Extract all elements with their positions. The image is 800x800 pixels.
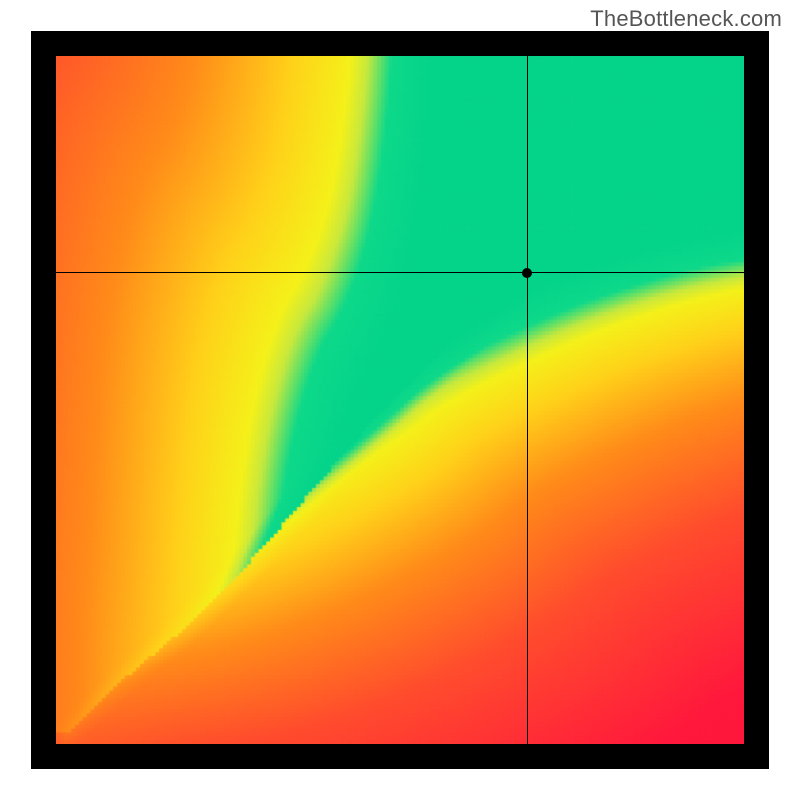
figure-container: TheBottleneck.com	[0, 0, 800, 800]
plot-area	[56, 56, 744, 744]
heatmap-canvas	[56, 56, 744, 744]
watermark-text: TheBottleneck.com	[590, 6, 782, 32]
crosshair-vertical	[527, 56, 528, 744]
plot-frame	[31, 31, 769, 769]
crosshair-horizontal	[56, 272, 744, 273]
crosshair-marker	[522, 268, 532, 278]
